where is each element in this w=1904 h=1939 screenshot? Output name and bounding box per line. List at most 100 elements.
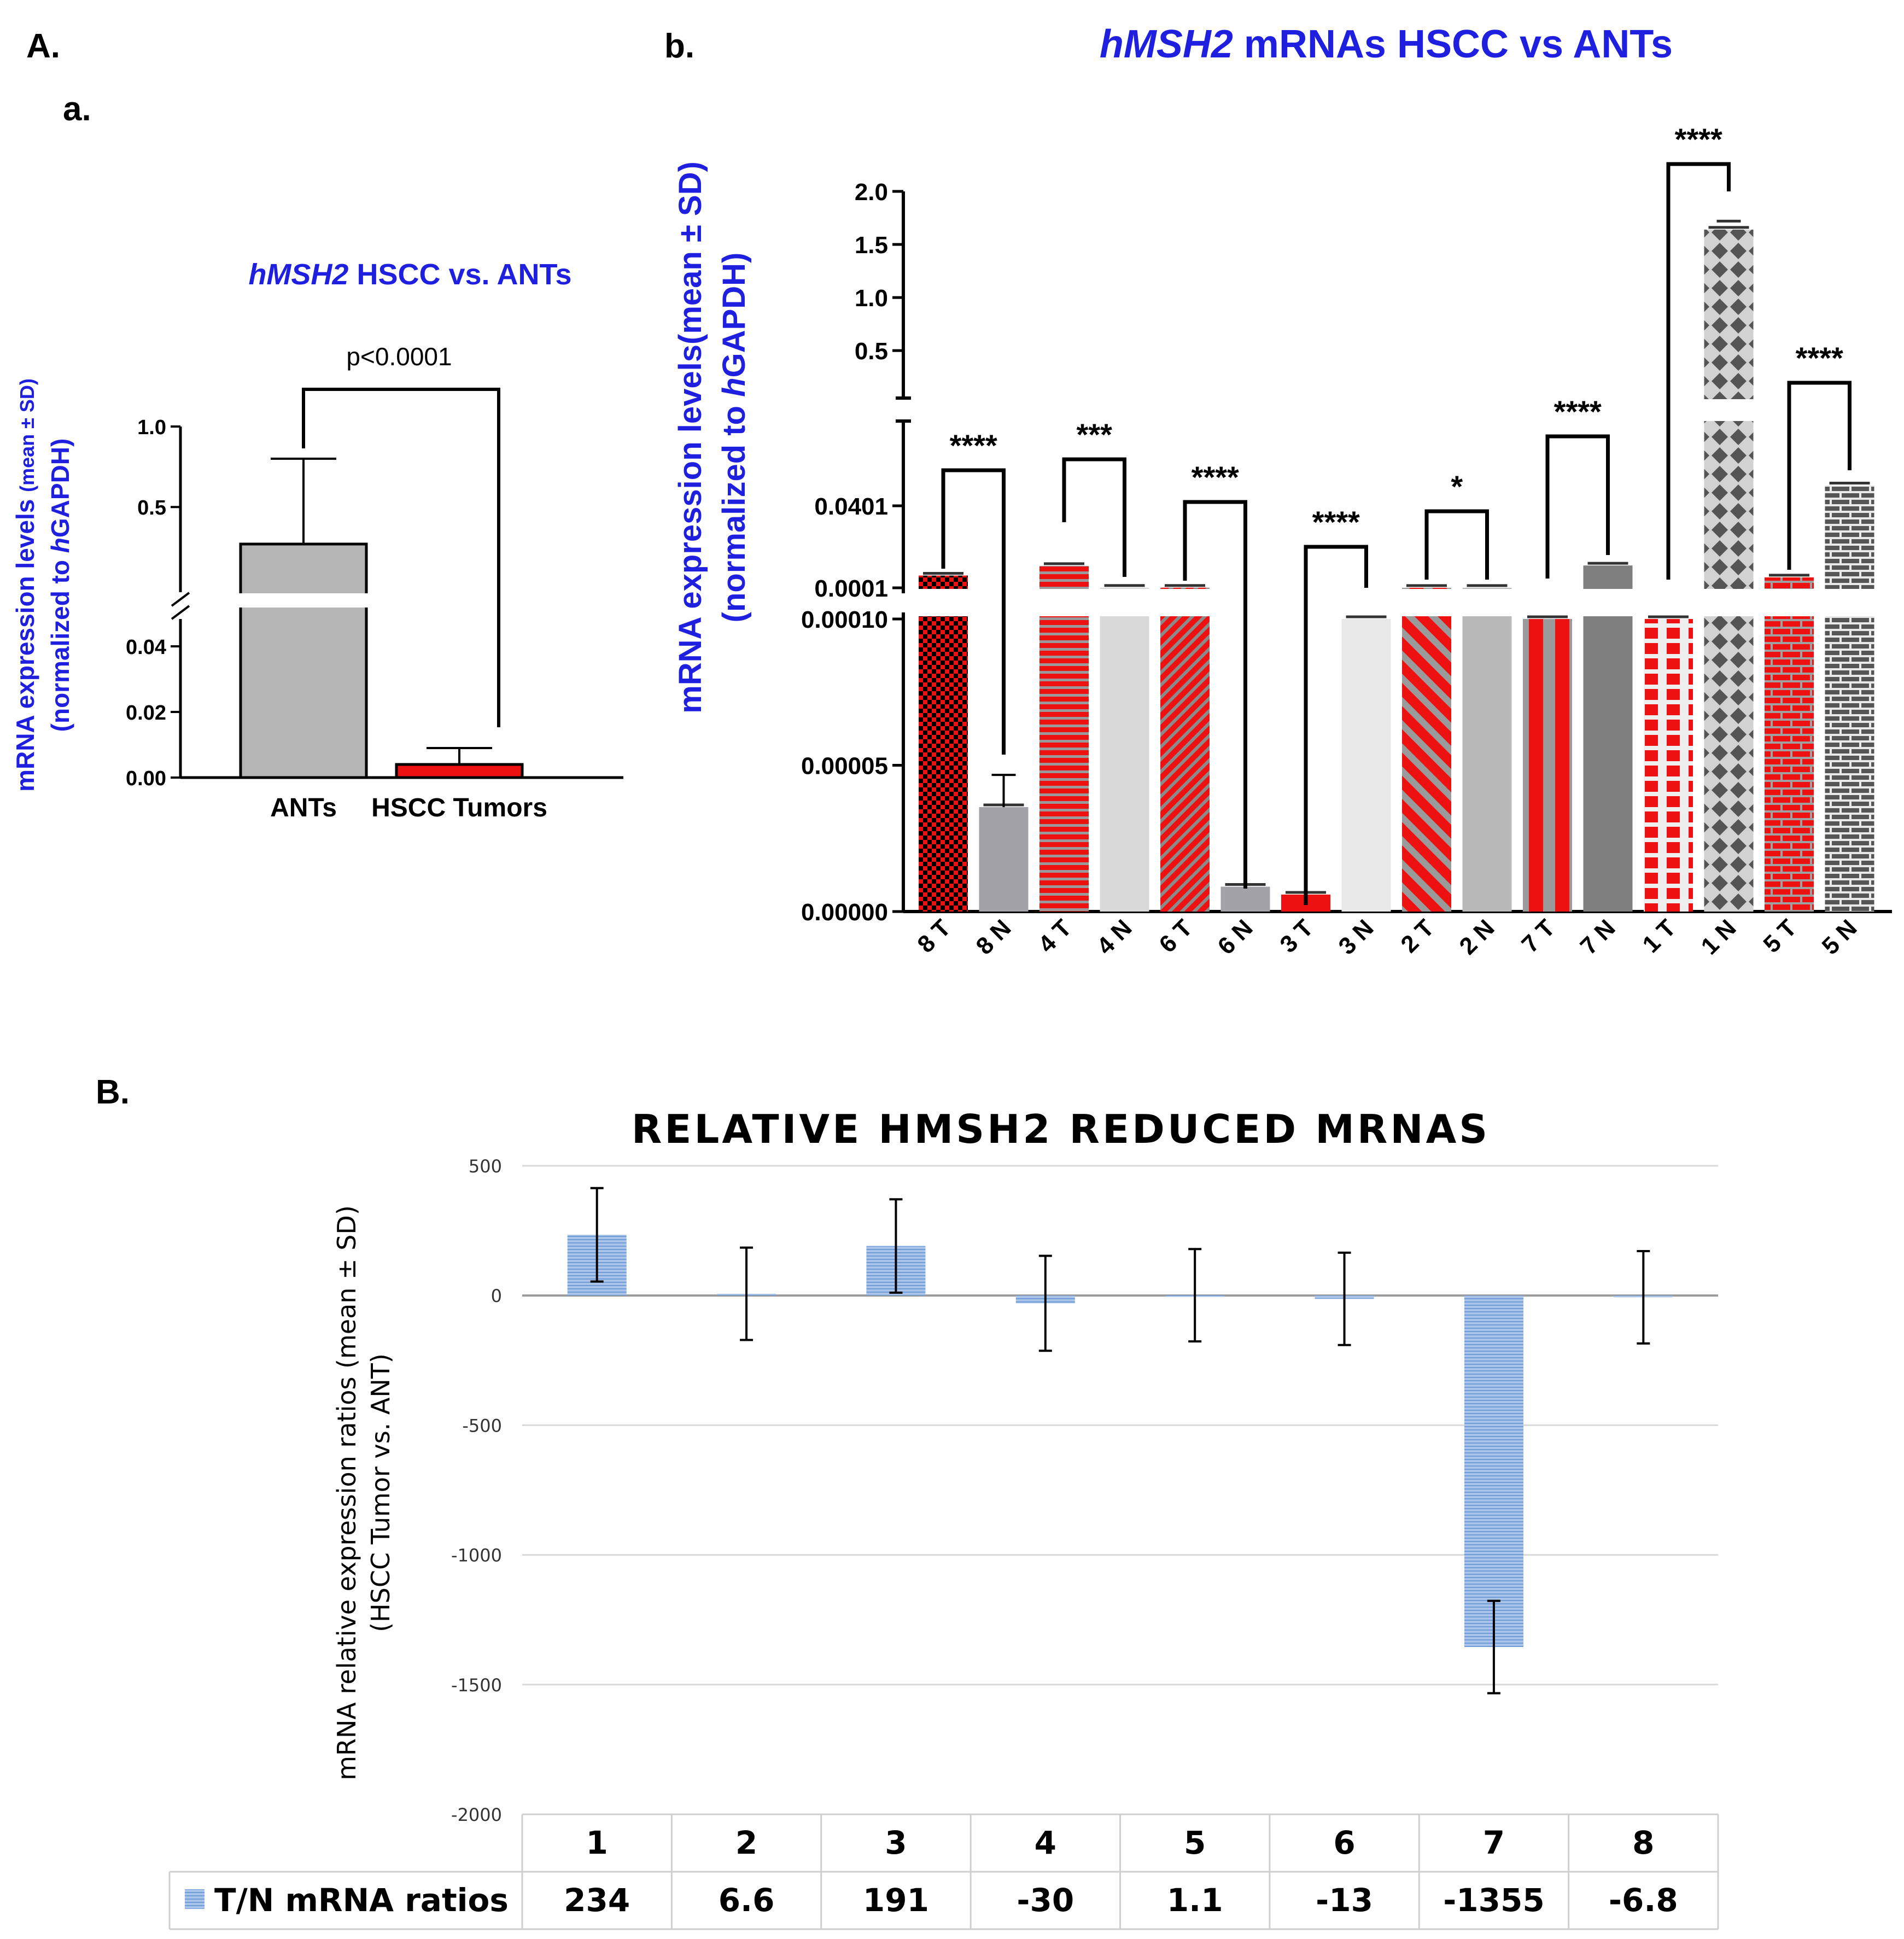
legend-swatch xyxy=(185,1889,205,1909)
y-axis-label-2-italic: h xyxy=(716,377,752,396)
bar-7N xyxy=(1583,565,1633,912)
y-tick-label: 500 xyxy=(469,1156,502,1177)
bar-break-gap xyxy=(1096,589,1153,616)
y-axis-label-main: mRNA expression levels xyxy=(11,492,39,792)
chart-panel-ab: hMSH2 mRNAs HSCC vs ANTs mRNA expression… xyxy=(673,22,1892,960)
x-tick-label: 4 T xyxy=(1033,914,1077,958)
y-tick-label: 1.0 xyxy=(137,416,166,439)
x-tick-label: HSCC Tumors xyxy=(371,793,547,822)
y-tick-label: -1500 xyxy=(451,1675,502,1696)
bar-1T xyxy=(1644,619,1693,912)
bar-break-gap xyxy=(1701,399,1757,421)
significance-bracket xyxy=(1424,509,1489,580)
significance-bracket xyxy=(941,468,1006,755)
significance-label: **** xyxy=(1675,122,1722,156)
x-tick-label: 2 xyxy=(735,1824,757,1861)
y-tick-label: 0.5 xyxy=(137,497,166,519)
bar-2N xyxy=(1462,587,1512,912)
x-tick-label: 1 T xyxy=(1637,914,1681,958)
panel-label-A: A. xyxy=(26,27,60,65)
panel-label-a: a. xyxy=(63,90,91,128)
significance-label: **** xyxy=(950,428,997,463)
y-tick-label: 0.02 xyxy=(126,702,166,725)
y-tick-label: 0.00005 xyxy=(801,753,888,780)
bar-5N xyxy=(1825,485,1874,912)
y-axis-label: mRNA relative expression ratios (mean ± … xyxy=(332,1205,361,1780)
bar-break-gap xyxy=(915,589,971,616)
bar-6T xyxy=(1160,587,1210,912)
bar-break-gap xyxy=(1580,589,1636,616)
x-tick-label: 1 xyxy=(586,1824,608,1861)
chart-title-rest: mRNAs HSCC vs ANTs xyxy=(1233,22,1673,66)
bar-ANTs xyxy=(239,542,368,779)
data-label: -13 xyxy=(1316,1882,1373,1919)
y-tick-label: 0.00000 xyxy=(801,899,888,926)
x-tick-label: 8 N xyxy=(971,914,1016,960)
bar-6N xyxy=(1220,886,1270,912)
bar-break-gap xyxy=(1036,589,1092,616)
x-tick-label: 7 xyxy=(1483,1824,1505,1861)
data-label: -30 xyxy=(1017,1882,1074,1919)
x-tick-label: 2 N xyxy=(1454,914,1499,960)
x-tick-label: ANTs xyxy=(270,793,337,822)
bar-8N xyxy=(979,807,1029,912)
y-tick-label: 0.0401 xyxy=(814,493,888,520)
bar-8T xyxy=(919,575,968,912)
significance-label: **** xyxy=(1192,460,1239,494)
chart-title-italic: hMSH2 xyxy=(248,258,348,291)
x-tick-label: 2 T xyxy=(1395,914,1439,958)
significance-bracket xyxy=(1062,457,1126,577)
bar-4T xyxy=(1039,565,1089,912)
y-tick-label: 0.0001 xyxy=(814,575,888,602)
bar-break-gap xyxy=(1157,589,1213,616)
significance-bracket xyxy=(1183,500,1247,889)
data-label: -6.8 xyxy=(1609,1882,1678,1919)
x-tick-label: 3 xyxy=(885,1824,907,1861)
data-label: -1355 xyxy=(1443,1882,1545,1919)
y-axis-label: mRNA expression levels (mean ± SD) xyxy=(11,378,39,792)
x-tick-label: 7 T xyxy=(1516,914,1560,958)
bar-break-gap xyxy=(1701,589,1757,616)
y-tick-label: 0 xyxy=(491,1286,502,1306)
chart-title: hMSH2 HSCC vs. ANTs xyxy=(248,258,571,291)
y-tick-label: 0.00010 xyxy=(801,606,888,633)
x-tick-label: 6 xyxy=(1333,1824,1355,1861)
y-tick-label: -500 xyxy=(462,1415,502,1436)
legend-label: T/N mRNA ratios xyxy=(214,1882,509,1919)
panel-label-B: B. xyxy=(96,1073,130,1111)
y-axis-label-2-pre: (normalized to xyxy=(46,553,74,732)
y-axis-label-2: (normalized to hGAPDH) xyxy=(716,253,752,623)
y-tick-label: 0.00 xyxy=(126,767,166,790)
x-tick-label: 5 T xyxy=(1758,914,1802,958)
y-axis-label-2: (normalized to hGAPDH) xyxy=(46,439,74,732)
y-axis-label-2: (HSCC Tumor vs. ANT) xyxy=(366,1353,395,1632)
significance-bracket xyxy=(1545,434,1610,579)
x-tick-label: 7 N xyxy=(1575,914,1620,960)
x-tick-label: 3 N xyxy=(1333,914,1379,960)
bar-7 xyxy=(1464,1295,1523,1648)
significance-label: **** xyxy=(1554,394,1602,429)
bar-5T xyxy=(1765,577,1814,912)
chart-panel-b: RELATIVE HMSH2 REDUCED MRNAS mRNA relati… xyxy=(168,1106,1719,1930)
chart-title-rest: HSCC vs. ANTs xyxy=(348,258,571,291)
bar-break-gap xyxy=(238,593,369,608)
x-tick-label: 4 xyxy=(1035,1824,1056,1861)
panel-label-b: b. xyxy=(664,27,694,65)
bar-1N xyxy=(1704,229,1754,912)
y-tick-label: 1.5 xyxy=(855,232,888,259)
significance-label: **** xyxy=(1796,341,1843,375)
bar-break-gap xyxy=(1761,589,1817,616)
y-tick-label: 0.04 xyxy=(126,636,166,659)
significance-bracket xyxy=(302,388,500,727)
data-label: 234 xyxy=(564,1882,630,1919)
x-tick-label: 5 xyxy=(1184,1824,1206,1861)
bar-HSCC Tumors xyxy=(395,763,524,779)
bar-2T xyxy=(1402,587,1451,912)
x-tick-label: 6 N xyxy=(1212,914,1258,960)
axis-break-mark xyxy=(171,605,190,620)
x-tick-label: 4 N xyxy=(1091,914,1137,960)
y-axis-label-2-italic: h xyxy=(46,538,74,553)
bar-break-gap xyxy=(1459,589,1515,616)
y-axis-label: mRNA expression levels(mean ± SD) xyxy=(673,161,708,714)
